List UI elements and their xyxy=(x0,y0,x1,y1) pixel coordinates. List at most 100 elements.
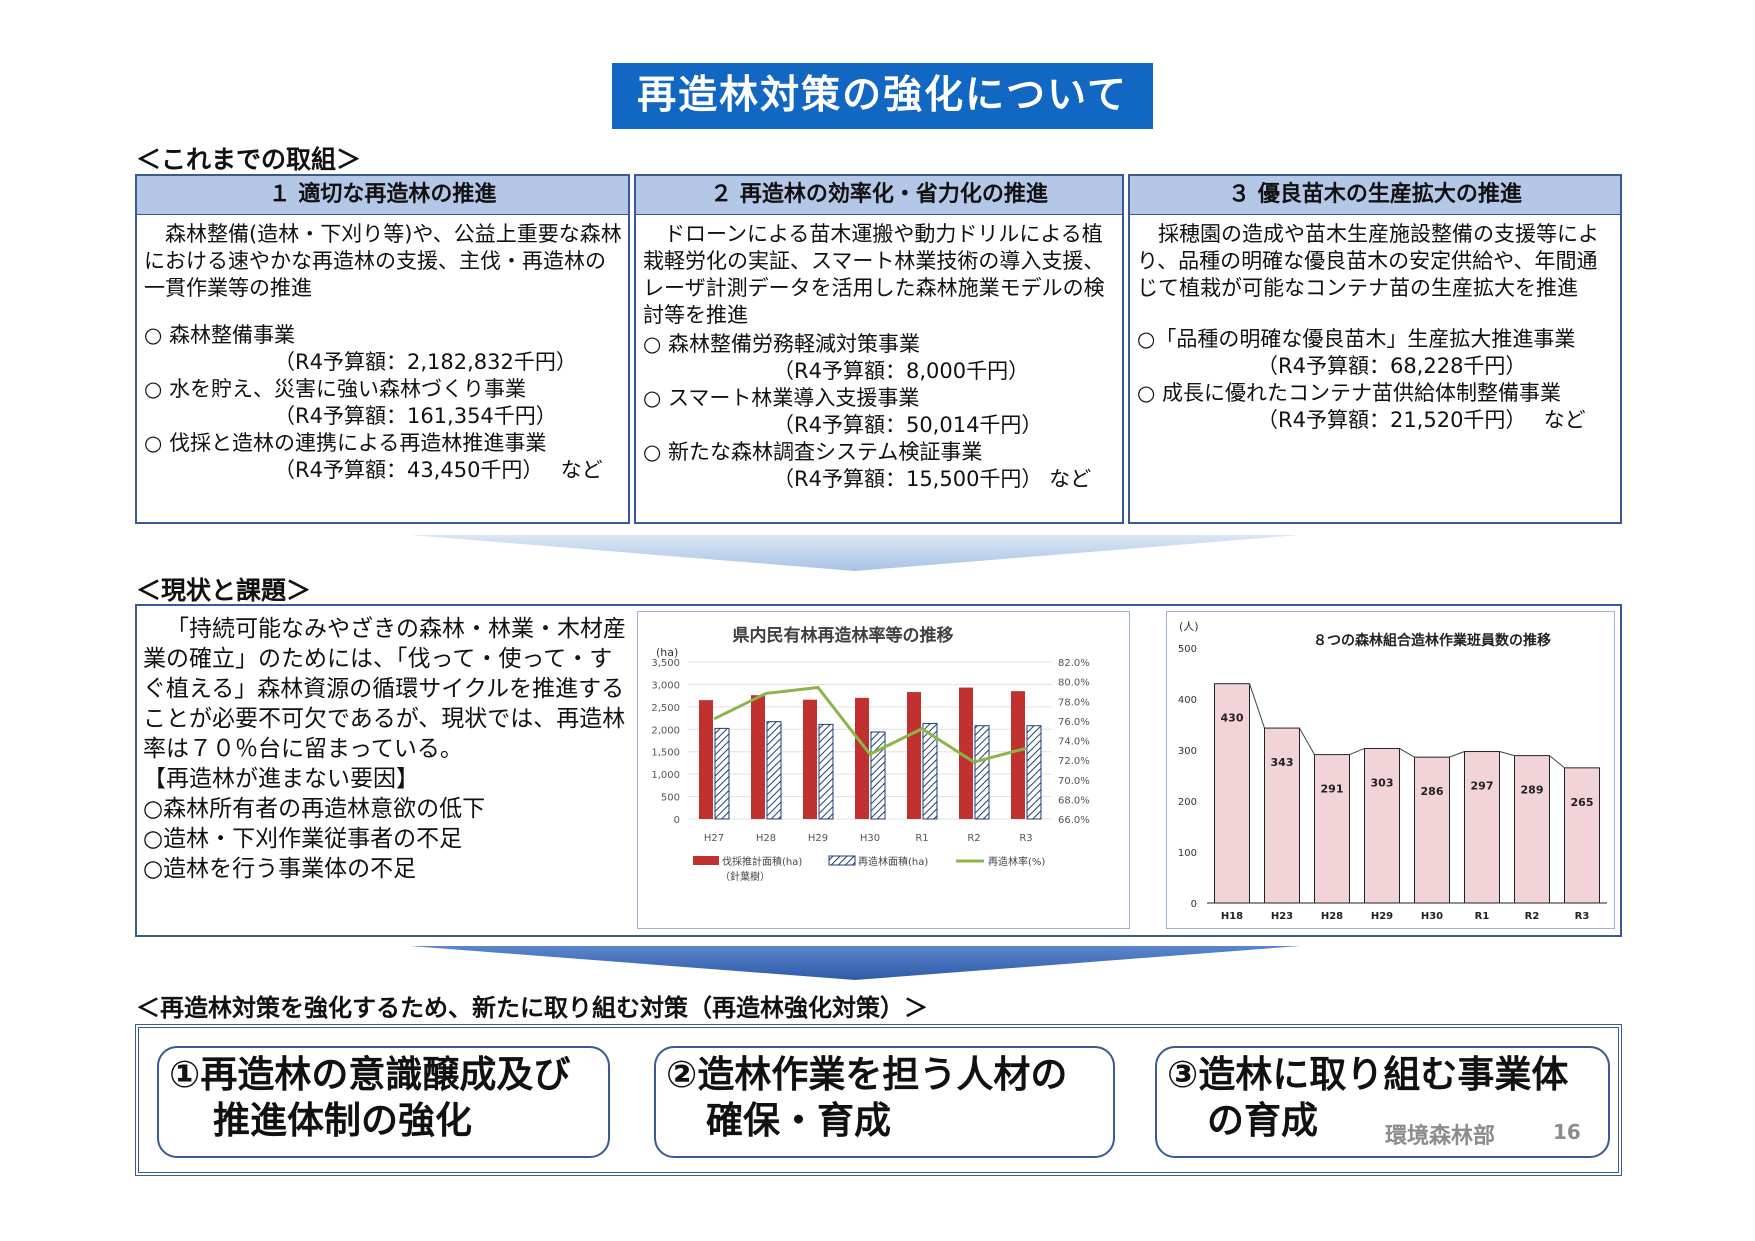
chart-1-bar-replant xyxy=(870,731,886,820)
panel-3-intro: 採穂園の造成や苗木生産施設整備の支援等により、品種の明確な優良苗木の安定供給や、… xyxy=(1137,222,1599,300)
chart-2-data-label: 303 xyxy=(1371,776,1394,789)
measure-3-line1: ③造林に取り組む事業体 xyxy=(1167,1053,1569,1096)
chart-2-xtick: H23 xyxy=(1271,911,1293,922)
chart-2-xtick: H29 xyxy=(1371,911,1393,922)
chart-1-y2tick: 80.0% xyxy=(1058,678,1090,689)
chart-1-legend-rate: 再造林率(%) xyxy=(988,855,1045,868)
chart-2-data-label: 289 xyxy=(1521,784,1544,797)
panel-1-heading: １ 適切な再造林の推進 xyxy=(137,176,628,215)
chart-2-svg: (人) ８つの森林組合造林作業班員数の推移 0 100 200 300 400 500 4… xyxy=(1178,620,1607,922)
chart-2-ytick: 300 xyxy=(1178,746,1197,757)
chart-2-xtick: H18 xyxy=(1221,911,1243,922)
chart-2-data-label: 286 xyxy=(1421,785,1444,798)
panel-2-heading: ２ 再造林の効率化・省力化の推進 xyxy=(636,176,1122,215)
chart-1-bar-replant xyxy=(1026,725,1042,820)
chart-1-bar-replant xyxy=(714,727,730,820)
panel-2-intro: ドローンによる苗木運搬や動力ドリルによる植栽軽労化の実証、スマート林業技術の導入… xyxy=(643,222,1105,327)
chart-2-xtick: R3 xyxy=(1575,911,1590,922)
chart-2-connector xyxy=(1349,748,1365,756)
chart-1-y2tick: 78.0% xyxy=(1058,697,1090,708)
chart-2-ytick: 0 xyxy=(1191,899,1197,910)
chart-1-y2tick: 74.0% xyxy=(1058,737,1090,748)
chart-1-legend-swatch-harvest xyxy=(693,856,719,865)
chart-1-svg: 県内民有林再造林率等の推移 (ha) 0 500 1,000 1,500 2,000 2,… xyxy=(651,625,1090,883)
section-past-heading: ＜これまでの取組＞ xyxy=(136,145,362,174)
panel-2-item-name: ○ スマート林業導入支援事業 xyxy=(643,386,920,410)
issues-factor: ○造林を行う事業体の不足 xyxy=(143,856,417,882)
panel-1-intro: 森林整備(造林・下刈り等)や、公益上重要な森林における速やかな再造林の支援、主伐… xyxy=(144,222,622,300)
panel-2-item-budget: （R4予算額：15,500千円） など xyxy=(773,467,1092,491)
chart-1-line-rate xyxy=(713,685,1027,764)
panel-3-item-name: ○「品種の明確な優良苗木」生産拡大推進事業 xyxy=(1137,327,1576,351)
measure-3: ③造林に取り組む事業体 の育成 xyxy=(1155,1046,1610,1158)
chart-1-bar-harvest xyxy=(1011,691,1025,819)
chart-2-xtick: R1 xyxy=(1475,911,1490,922)
chart-2-connector xyxy=(1299,727,1315,755)
chart-reforestation-rate: 県内民有林再造林率等の推移 (ha) 0 500 1,000 1,500 2,000 2,… xyxy=(637,611,1130,929)
measure-2-line1: ②造林作業を担う人材の xyxy=(666,1053,1068,1096)
issues-text: 「持続可能なみやざきの森林・林業・木材産業の確立」のためには、「伐って・使って・… xyxy=(143,614,631,884)
issues-intro: 「持続可能なみやざきの森林・林業・木材産業の確立」のためには、「伐って・使って・… xyxy=(143,616,626,762)
chart-2-connector xyxy=(1499,751,1515,757)
chart-2-data-label: 265 xyxy=(1571,796,1594,809)
measure-3-line2: の育成 xyxy=(1207,1099,1318,1142)
chart-2-bar xyxy=(1464,751,1500,904)
footer-dept: 環境森林部 xyxy=(1385,1124,1496,1149)
chart-1-bar-replant xyxy=(818,723,834,820)
chart-2-xtick: H28 xyxy=(1321,911,1343,922)
measures-panel xyxy=(135,1024,1622,1176)
chart-2-connector xyxy=(1449,751,1465,758)
chart-1-xtick: H28 xyxy=(756,833,776,844)
chart-1-ytick: 3,000 xyxy=(651,680,680,691)
measure-1-line2: 推進体制の強化 xyxy=(213,1099,472,1142)
chart-1-bar-harvest xyxy=(751,695,765,819)
chart-1-ytick: 0 xyxy=(674,815,680,826)
page-title: 再造林対策の強化について xyxy=(612,63,1153,129)
chart-2-ytick: 500 xyxy=(1178,644,1197,655)
panel-1-item-budget: （R4予算額：161,354千円） xyxy=(274,404,557,428)
chart-1-bar-replant xyxy=(974,725,990,820)
chart-2-ytick: 200 xyxy=(1178,797,1197,808)
panel-1-item-name: ○ 森林整備事業 xyxy=(144,323,295,347)
panel-2-item-budget: （R4予算額：8,000千円） xyxy=(773,359,1030,383)
chart-2-ytick: 100 xyxy=(1178,848,1197,859)
issues-factor: ○造林・下刈作業従事者の不足 xyxy=(143,826,463,852)
section-current-heading: ＜現状と課題＞ xyxy=(136,576,312,605)
chart-2-connector xyxy=(1399,748,1415,758)
chart-1-y2tick: 72.0% xyxy=(1058,756,1090,767)
chart-2-bar xyxy=(1214,683,1250,904)
panel-3: ３ 優良苗木の生産拡大の推進 採穂園の造成や苗木生産施設整備の支援等により、品種… xyxy=(1128,174,1622,524)
chart-2-data-label: 430 xyxy=(1221,712,1244,725)
chart-2-data-label: 343 xyxy=(1271,756,1294,769)
chart-1-ylabel: (ha) xyxy=(656,646,678,659)
chart-2-bar xyxy=(1264,727,1300,904)
chart-2-bar xyxy=(1314,754,1350,904)
chart-1-bar-replant xyxy=(922,722,938,820)
panel-3-item-budget: （R4予算額：68,228千円） xyxy=(1257,354,1527,378)
chart-1-y2tick: 68.0% xyxy=(1058,795,1090,806)
measure-1: ①再造林の意識醸成及び 推進体制の強化 xyxy=(157,1046,610,1158)
panel-2: ２ 再造林の効率化・省力化の推進 ドローンによる苗木運搬や動力ドリルによる植栽軽… xyxy=(634,174,1124,524)
chart-2-data-label: 297 xyxy=(1471,780,1494,793)
chart-2-connector xyxy=(1249,683,1265,729)
chart-workers: (人) ８つの森林組合造林作業班員数の推移 0 100 200 300 400 500 4… xyxy=(1166,611,1615,929)
chart-2-bar xyxy=(1364,747,1400,904)
panel-2-item-name: ○ 新たな森林調査システム検証事業 xyxy=(643,440,983,464)
chart-1-ytick: 2,000 xyxy=(651,725,680,736)
chart-1-ytick: 1,000 xyxy=(651,770,680,781)
chart-2-ylabel: (人) xyxy=(1179,620,1199,633)
panel-2-item-budget: （R4予算額：50,014千円） xyxy=(773,413,1043,437)
chart-1-bar-harvest xyxy=(855,697,869,819)
issues-factor: ○森林所有者の再造林意欲の低下 xyxy=(143,796,486,822)
panel-1-item-budget: （R4予算額：43,450千円） など xyxy=(274,458,603,482)
down-arrow-light xyxy=(410,535,1300,571)
chart-2-bar xyxy=(1514,755,1550,904)
issues-factors-title: 【再造林が進まない要因】 xyxy=(143,766,419,792)
panel-1-item-budget: （R4予算額：2,182,832千円） xyxy=(274,350,577,374)
chart-1-bar-replant xyxy=(766,721,782,820)
chart-1-xtick: H29 xyxy=(808,833,828,844)
measure-1-line1: ①再造林の意識醸成及び xyxy=(169,1053,571,1096)
chart-1-xtick: H30 xyxy=(860,833,880,844)
chart-1-ytick: 1,500 xyxy=(651,748,680,759)
down-arrow-dark xyxy=(410,946,1300,980)
